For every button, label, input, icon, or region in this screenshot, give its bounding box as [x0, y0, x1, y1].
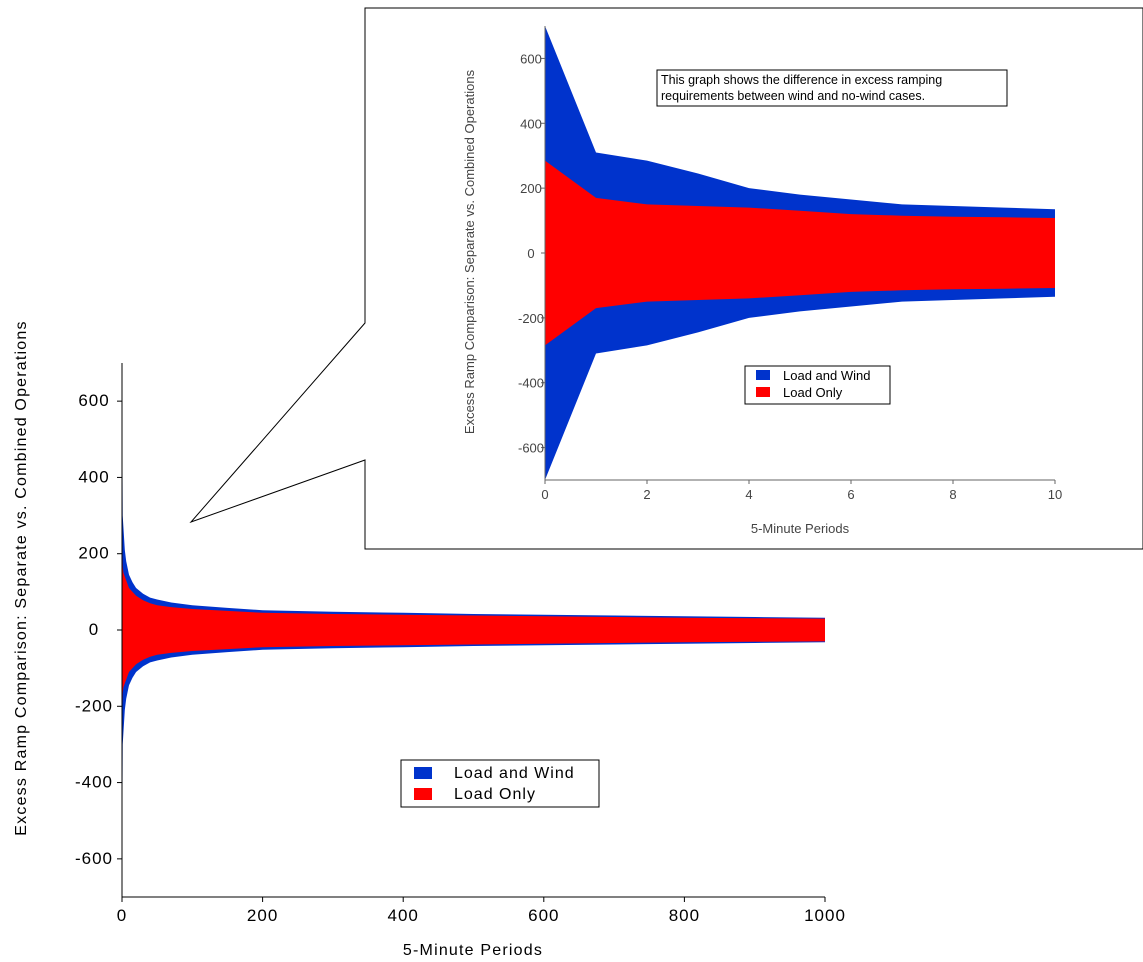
inset-y-tick-label: 200: [520, 181, 542, 196]
inset-x-tick-label: 0: [541, 487, 548, 502]
inset-legend-label-load-and-wind: Load and Wind: [783, 368, 870, 383]
main-legend-swatch-load-only: [414, 788, 432, 800]
main-y-tick-label: 400: [78, 467, 109, 486]
inset-y-tick-label: -200: [518, 311, 544, 326]
inset-ticks: 0 2 4 6 8 10 -600 -400 -200 0 200 400 600: [518, 51, 1062, 502]
inset-legend-swatch-load-and-wind: [756, 370, 770, 380]
main-legend-label-load-and-wind: Load and Wind: [454, 765, 575, 782]
inset-area-load-only: [545, 160, 1055, 346]
main-area-load-only: [122, 523, 825, 737]
inset-y-axis-label: Excess Ramp Comparison: Separate vs. Com…: [462, 69, 477, 434]
main-x-tick-label: 600: [528, 906, 559, 925]
inset-annotation: This graph shows the difference in exces…: [656, 69, 1008, 107]
main-y-tick-label: -400: [75, 773, 113, 792]
inset-x-tick-label: 2: [643, 487, 650, 502]
inset-legend-box: [744, 365, 891, 405]
main-ticks: 0 200 400 600 800 1000 -600 -400 -200 0 200 400 600: [75, 391, 846, 925]
main-y-tick-label: -600: [75, 849, 113, 868]
main-legend-label-load-only: Load Only: [454, 786, 536, 803]
inset-y-tick-label: 400: [520, 116, 542, 131]
main-x-tick-label: 0: [117, 906, 127, 925]
inset-chart: 0 2 4 6 8 10 -600 -400 -200 0 200 400 600 5-Minute P…: [462, 26, 1062, 536]
main-legend: Load and Wind Load Only: [400, 759, 600, 808]
main-chart: 0 200 400 600 800 1000-600-400-2000200400600 …: [13, 320, 846, 959]
inset-areas: [545, 26, 1055, 480]
inset-y-tick-label: 600: [520, 51, 542, 66]
inset-annotation-line-2: requirements between wind and no-wind ca…: [661, 89, 925, 103]
inset-x-tick-label: 6: [847, 487, 854, 502]
inset-annotation-line-1: This graph shows the difference in exces…: [661, 73, 942, 87]
inset-legend: Load and Wind Load Only: [744, 365, 891, 405]
inset-y-tick-label: -600: [518, 441, 544, 456]
main-x-tick-label: 200: [247, 906, 278, 925]
main-x-tick-label: 400: [388, 906, 419, 925]
main-x-axis-label: 5-Minute Periods: [403, 942, 543, 959]
main-y-axis-label: Excess Ramp Comparison: Separate vs. Com…: [13, 320, 30, 835]
inset-legend-label-load-only: Load Only: [783, 385, 843, 400]
main-x-tick-label: 1000: [804, 906, 846, 925]
inset-x-tick-label: 8: [949, 487, 956, 502]
inset-x-tick-label: 4: [745, 487, 752, 502]
inset-y-tick-label: 0: [527, 246, 534, 261]
main-legend-box: [400, 759, 600, 808]
main-y-tick-label: 600: [78, 391, 109, 410]
inset-legend-swatch-load-only: [756, 387, 770, 397]
main-y-tick-label: 0: [89, 620, 99, 639]
main-y-tick-label: 200: [78, 544, 109, 563]
inset-y-tick-label: -400: [518, 376, 544, 391]
main-legend-swatch-load-and-wind: [414, 767, 432, 779]
main-x-tick-label: 800: [669, 906, 700, 925]
inset-x-tick-label: 10: [1048, 487, 1062, 502]
inset-x-axis-label: 5-Minute Periods: [751, 521, 850, 536]
inset-annotation-box: [656, 69, 1008, 107]
main-areas: [122, 363, 825, 897]
main-y-tick-label: -200: [75, 696, 113, 715]
